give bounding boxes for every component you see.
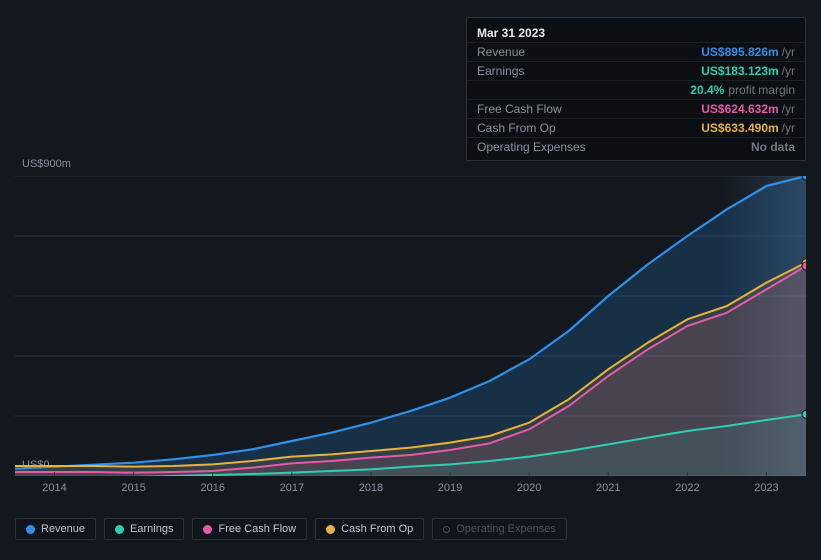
legend-swatch (115, 525, 124, 534)
tooltip-label: Cash From Op (477, 121, 701, 135)
tooltip-value: US$624.632m/yr (701, 102, 795, 116)
tooltip-unit: /yr (782, 121, 795, 135)
legend-swatch (26, 525, 35, 534)
tooltip-row-revenue: RevenueUS$895.826m/yr (467, 42, 805, 61)
chart-legend: Revenue Earnings Free Cash Flow Cash From O… (15, 518, 567, 540)
tooltip-value: US$895.826m/yr (701, 45, 795, 59)
legend-label: Revenue (41, 523, 85, 535)
legend-swatch (443, 526, 450, 533)
legend-label: Free Cash Flow (218, 523, 296, 535)
legend-swatch (203, 525, 212, 534)
x-tick-label: 2017 (280, 482, 304, 494)
x-tick-label: 2022 (675, 482, 699, 494)
tooltip-profit-margin: 20.4%profit margin (467, 80, 805, 99)
legend-label: Operating Expenses (456, 523, 556, 535)
tooltip-value: US$183.123m/yr (701, 64, 795, 78)
tooltip-date: Mar 31 2023 (467, 22, 805, 42)
tooltip-unit: /yr (782, 45, 795, 59)
x-tick-label: 2023 (754, 482, 778, 494)
y-axis-max-label: US$900m (22, 158, 71, 170)
tooltip-row-fcf: Free Cash FlowUS$624.632m/yr (467, 99, 805, 118)
tooltip-value: No data (751, 140, 795, 154)
tooltip-unit: /yr (782, 102, 795, 116)
tooltip-label: Free Cash Flow (477, 102, 701, 116)
x-tick-label: 2020 (517, 482, 541, 494)
x-tick-label: 2016 (201, 482, 225, 494)
legend-item-revenue[interactable]: Revenue (15, 518, 96, 540)
tooltip-unit: /yr (782, 64, 795, 78)
tooltip-row-earnings: EarningsUS$183.123m/yr (467, 61, 805, 80)
chart-tooltip: Mar 31 2023 RevenueUS$895.826m/yrEarning… (466, 17, 806, 161)
legend-item-earnings[interactable]: Earnings (104, 518, 184, 540)
tooltip-value: US$633.490m/yr (701, 121, 795, 135)
legend-label: Cash From Op (341, 523, 413, 535)
x-tick-label: 2018 (359, 482, 383, 494)
legend-label: Earnings (130, 523, 173, 535)
legend-item-cfo[interactable]: Cash From Op (315, 518, 424, 540)
tooltip-row-opex: Operating ExpensesNo data (467, 137, 805, 156)
financials-chart (15, 176, 806, 476)
x-tick-label: 2021 (596, 482, 620, 494)
tooltip-row-cfo: Cash From OpUS$633.490m/yr (467, 118, 805, 137)
x-axis: 2014 2015 2016 2017 2018 2019 2020 2021 2022 2023 (15, 482, 806, 498)
legend-item-opex[interactable]: Operating Expenses (432, 518, 567, 540)
legend-item-fcf[interactable]: Free Cash Flow (192, 518, 307, 540)
chart-area (15, 176, 806, 476)
legend-swatch (326, 525, 335, 534)
tooltip-label: Operating Expenses (477, 140, 751, 154)
tooltip-label: Earnings (477, 64, 701, 78)
x-tick-label: 2019 (438, 482, 462, 494)
x-tick-label: 2015 (121, 482, 145, 494)
tooltip-label: Revenue (477, 45, 701, 59)
x-tick-label: 2014 (42, 482, 66, 494)
